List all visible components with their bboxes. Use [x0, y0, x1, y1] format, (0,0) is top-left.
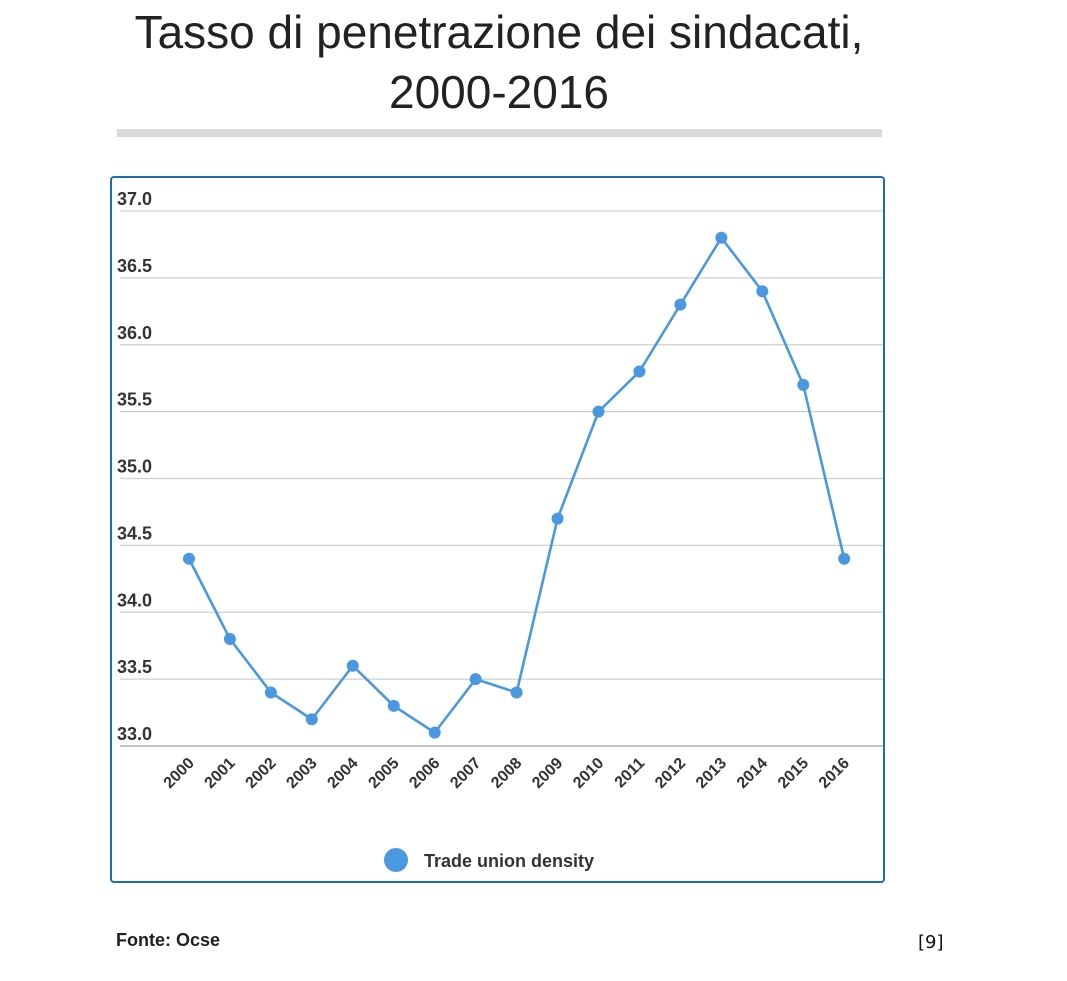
legend: Trade union density [384, 848, 594, 872]
x-tick-label: 2014 [734, 755, 771, 792]
data-point [838, 552, 851, 565]
chart-title-line-2: 2000-2016 [389, 66, 609, 118]
data-point [674, 298, 687, 311]
chart-title: Tasso di penetrazione dei sindacati, 200… [0, 2, 998, 122]
data-point [592, 405, 605, 418]
legend-label: Trade union density [424, 851, 594, 871]
x-tick-label: 2006 [406, 755, 443, 792]
y-tick-label: 34.5 [117, 523, 152, 543]
x-axis-ticks: 2000 2001 2002 2003 2004 2005 2006 2007 2008 2009… [161, 755, 853, 792]
data-point [264, 686, 277, 699]
data-point [223, 633, 236, 645]
x-tick-label: 2016 [816, 755, 853, 792]
series-line [187, 236, 846, 734]
chart-title-line-1: Tasso di penetrazione dei sindacati, [134, 6, 864, 58]
x-tick-label: 2008 [488, 755, 525, 792]
x-tick-label: 2010 [570, 755, 607, 792]
x-tick-label: 2011 [612, 755, 649, 792]
y-tick-label: 35.5 [117, 390, 152, 410]
y-tick-label: 35.0 [117, 457, 152, 477]
data-point [428, 726, 441, 739]
title-divider [117, 129, 882, 137]
y-axis-ticks: 33.0 33.5 34.0 34.5 35.0 35.5 36.0 36.5 37.0 [117, 189, 152, 744]
x-tick-label: 2004 [324, 755, 361, 792]
data-point [633, 365, 646, 378]
y-tick-label: 36.5 [117, 256, 152, 276]
data-point [183, 552, 195, 565]
y-tick-label: 33.5 [117, 657, 152, 677]
reference-marker: [9] [918, 932, 944, 953]
series-trade-union-density [183, 231, 851, 739]
x-tick-label: 2007 [447, 755, 484, 792]
grid-lines [120, 210, 883, 747]
legend-marker [384, 848, 408, 872]
x-tick-label: 2012 [652, 755, 689, 792]
data-point [305, 713, 318, 726]
x-tick-label: 2009 [529, 755, 566, 792]
data-point [797, 378, 810, 391]
data-point [469, 673, 482, 686]
x-tick-label: 2015 [775, 755, 812, 792]
x-tick-label: 2003 [283, 755, 320, 792]
y-tick-label: 37.0 [117, 189, 152, 209]
x-tick-label: 2001 [202, 755, 239, 792]
source-note: Fonte: Ocse [116, 930, 221, 950]
y-tick-label: 33.0 [117, 724, 152, 744]
y-tick-label: 36.0 [117, 323, 152, 343]
data-point [510, 686, 523, 699]
x-tick-label: 2002 [243, 755, 280, 792]
data-point [551, 512, 564, 525]
data-point [756, 285, 769, 298]
x-tick-label: 2005 [365, 755, 402, 792]
chart-frame: 33.0 33.5 34.0 34.5 35.0 35.5 36.0 36.5 37.0 200… [110, 176, 885, 883]
x-tick-label: 2000 [161, 755, 198, 792]
data-point [387, 699, 400, 712]
data-point [346, 659, 359, 672]
x-tick-label: 2013 [693, 755, 730, 792]
line-chart: 33.0 33.5 34.0 34.5 35.0 35.5 36.0 36.5 37.0 200… [117, 189, 883, 872]
y-tick-label: 34.0 [117, 590, 152, 610]
data-point [715, 231, 728, 244]
